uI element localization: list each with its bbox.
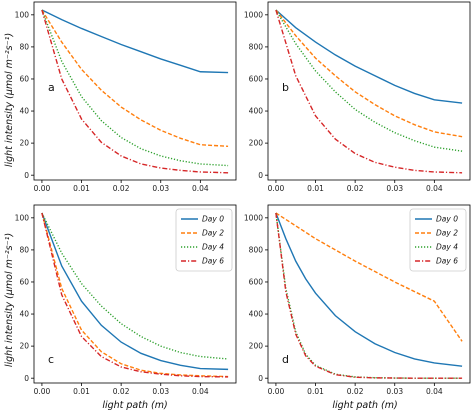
y-tick-label: 100 (15, 213, 30, 222)
x-tick-label: 0.04 (192, 184, 209, 193)
y-tick-label: 1000 (244, 10, 263, 19)
legend-label-day6: Day 6 (202, 257, 224, 266)
x-tick-label: 0.00 (268, 387, 285, 396)
y-tick-label: 40 (19, 310, 29, 319)
legend: Day 0 Day 2 Day 4 Day 6 (175, 208, 233, 272)
legend-label-day2: Day 2 (436, 229, 458, 238)
legend-label-day4: Day 4 (202, 243, 224, 252)
y-tick-label: 20 (19, 342, 29, 351)
legend-label-day4: Day 4 (436, 243, 458, 252)
x-tick-label: 0.01 (73, 387, 90, 396)
legend-box (175, 208, 233, 272)
y-tick-label: 60 (19, 278, 29, 287)
y-tick-label: 40 (19, 107, 29, 116)
x-tick-label: 0.03 (386, 184, 403, 193)
y-tick-label: 0 (24, 374, 29, 383)
series-day0-line (275, 9, 463, 104)
series-day0-line (275, 212, 463, 367)
series-day6-line (41, 212, 229, 378)
panel-b: 0.00 0.01 0.02 0.03 0.04 0 200 400 600 800 1000 b (244, 1, 471, 193)
y-axis-label-bottom: light intensity (μmol m⁻²s⁻¹) (4, 233, 15, 367)
y-tick-label: 400 (249, 310, 264, 319)
y-tick-label: 80 (19, 43, 29, 52)
y-tick-label: 800 (249, 43, 264, 52)
x-axis-label-right: light path (m) (332, 400, 397, 411)
x-tick-label: 0.03 (152, 387, 169, 396)
panel-d: 0.00 0.01 0.02 0.03 0.04 0 200 400 600 800 1000 d Da… (244, 204, 471, 396)
x-tick-label: 0.02 (347, 387, 364, 396)
y-tick-label: 100 (15, 10, 30, 19)
x-tick-label: 0.01 (307, 387, 324, 396)
series-day6-line (41, 9, 229, 174)
plot-frame (33, 1, 237, 181)
y-tick-label: 400 (249, 107, 264, 116)
y-tick-label: 200 (249, 139, 264, 148)
y-tick-label: 0 (24, 171, 29, 180)
legend-label-day0: Day 0 (202, 215, 224, 224)
x-tick-label: 0.04 (192, 387, 209, 396)
series-day6-line (275, 212, 463, 379)
plot-frame (267, 1, 471, 181)
legend-label-day0: Day 0 (436, 215, 458, 224)
y-tick-label: 20 (19, 139, 29, 148)
y-tick-label: 80 (19, 246, 29, 255)
legend-label-day2: Day 2 (202, 229, 224, 238)
series-day0-line (41, 212, 229, 371)
x-tick-label: 0.03 (152, 184, 169, 193)
plot-frame (33, 204, 237, 384)
x-tick-label: 0.01 (73, 184, 90, 193)
x-tick-label: 0.00 (34, 184, 51, 193)
plot-frame (267, 204, 471, 384)
legend-label-day6: Day 6 (436, 257, 458, 266)
y-axis-label-top: light intensity (μmol m⁻²s⁻¹) (4, 33, 15, 167)
panel-a: 0.00 0.01 0.02 0.03 0.04 0 20 40 60 80 100 a (15, 1, 237, 193)
series-day4-line (41, 9, 229, 167)
x-axis-label-left: light path (m) (102, 400, 167, 411)
y-tick-label: 200 (249, 342, 264, 351)
legend-box (409, 208, 467, 272)
panel-letter: a (48, 81, 55, 94)
panel-letter: c (48, 353, 54, 366)
series-day2-line (41, 212, 229, 378)
y-tick-label: 1000 (244, 213, 263, 222)
legend: Day 0 Day 2 Day 4 Day 6 (409, 208, 467, 272)
series-day2-line (275, 212, 463, 342)
y-tick-label: 0 (258, 171, 263, 180)
series-day2-line (275, 9, 463, 138)
x-tick-label: 0.02 (113, 184, 130, 193)
panel-letter: d (282, 353, 289, 366)
y-tick-label: 800 (249, 246, 264, 255)
series-day0-line (41, 9, 229, 74)
series-day4-line (275, 9, 463, 152)
y-tick-label: 600 (249, 278, 264, 287)
y-tick-label: 0 (258, 374, 263, 383)
x-tick-label: 0.04 (426, 184, 443, 193)
x-tick-label: 0.03 (386, 387, 403, 396)
series-day2-line (41, 9, 229, 148)
y-tick-label: 60 (19, 75, 29, 84)
series-day4-line (41, 212, 229, 360)
x-tick-label: 0.02 (347, 184, 364, 193)
x-tick-label: 0.00 (34, 387, 51, 396)
x-tick-label: 0.01 (307, 184, 324, 193)
x-tick-label: 0.04 (426, 387, 443, 396)
y-tick-label: 600 (249, 75, 264, 84)
panel-letter: b (282, 81, 289, 94)
x-tick-label: 0.02 (113, 387, 130, 396)
x-tick-label: 0.00 (268, 184, 285, 193)
